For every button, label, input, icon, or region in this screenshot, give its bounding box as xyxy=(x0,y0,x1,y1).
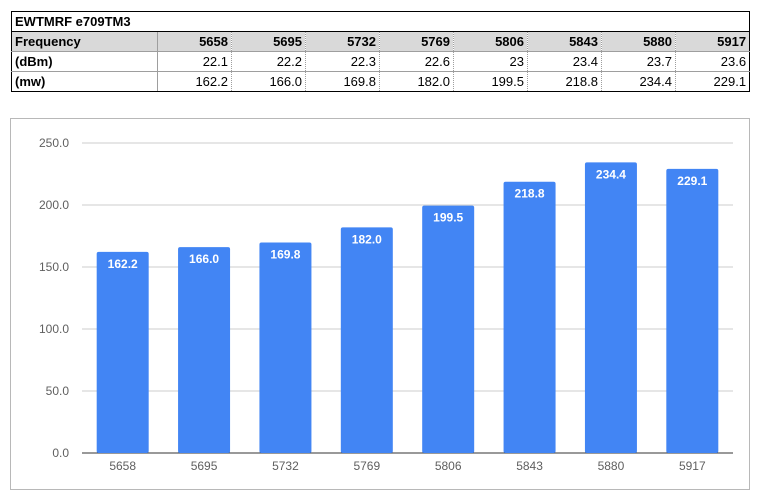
table-cell[interactable]: 5695 xyxy=(231,31,306,52)
bar[interactable] xyxy=(503,181,556,454)
y-tick-label: 100.0 xyxy=(39,322,69,336)
table-cell[interactable]: 22.3 xyxy=(305,51,380,72)
table-cell[interactable]: 169.8 xyxy=(305,71,380,92)
bar[interactable] xyxy=(96,251,149,453)
y-tick-label: 200.0 xyxy=(39,198,69,212)
row-label[interactable]: (mw) xyxy=(11,71,158,92)
table-cell[interactable]: 23 xyxy=(453,51,528,72)
mw-row: (mw) 162.2 166.0 169.8 182.0 199.5 218.8 234.4 2… xyxy=(11,71,751,92)
table-title[interactable]: EWTMRF e709TM3 xyxy=(10,11,751,32)
table-cell[interactable]: 5658 xyxy=(157,31,232,52)
table-cell[interactable]: 166.0 xyxy=(231,71,306,92)
data-table: EWTMRF e709TM3 Frequency 5658 5695 5732 5769… xyxy=(10,11,751,92)
bar[interactable] xyxy=(584,162,637,453)
x-tick-label: 5658 xyxy=(109,459,136,473)
table-cell[interactable]: 22.6 xyxy=(379,51,454,72)
table-cell[interactable]: 5843 xyxy=(527,31,602,52)
bar-value-label: 169.8 xyxy=(270,247,300,261)
x-tick-label: 5917 xyxy=(679,459,706,473)
table-cell[interactable]: 218.8 xyxy=(527,71,602,92)
bar[interactable] xyxy=(422,205,475,453)
table-cell[interactable]: 234.4 xyxy=(601,71,676,92)
table-cell[interactable]: 23.7 xyxy=(601,51,676,72)
x-tick-label: 5769 xyxy=(353,459,380,473)
table-cell[interactable]: 162.2 xyxy=(157,71,232,92)
bar[interactable] xyxy=(259,242,312,453)
chart-canvas: 0.0 50.0 100.0 150.0 200.0 250.0 162.2 5658 166.… xyxy=(39,136,733,473)
x-tick-label: 5843 xyxy=(516,459,543,473)
table-cell[interactable]: 5806 xyxy=(453,31,528,52)
bar-value-label: 166.0 xyxy=(189,252,219,266)
bar[interactable] xyxy=(340,227,393,453)
table-cell[interactable]: 199.5 xyxy=(453,71,528,92)
table-cell[interactable]: 229.1 xyxy=(674,71,751,92)
bar[interactable] xyxy=(666,168,719,453)
table-cell[interactable]: 22.2 xyxy=(231,51,306,72)
table-cell[interactable]: 5732 xyxy=(305,31,380,52)
row-label[interactable]: (dBm) xyxy=(11,51,158,72)
bar-value-label: 162.2 xyxy=(108,257,138,271)
x-tick-label: 5695 xyxy=(191,459,218,473)
table-cell[interactable]: 23.4 xyxy=(527,51,602,72)
table-cell[interactable]: 5769 xyxy=(379,31,454,52)
table-cell[interactable]: 22.1 xyxy=(157,51,232,72)
x-tick-label: 5732 xyxy=(272,459,299,473)
table-cell[interactable]: 182.0 xyxy=(379,71,454,92)
bar-chart: 0.0 50.0 100.0 150.0 200.0 250.0 162.2 5658 166.… xyxy=(10,118,750,490)
table-cell[interactable]: 5917 xyxy=(674,31,751,52)
bar-value-label: 218.8 xyxy=(515,187,545,201)
y-tick-label: 150.0 xyxy=(39,260,69,274)
x-tick-label: 5880 xyxy=(598,459,625,473)
bar-value-label: 229.1 xyxy=(677,174,707,188)
row-label[interactable]: Frequency xyxy=(11,31,158,52)
y-tick-label: 0.0 xyxy=(52,446,69,460)
bar-value-label: 182.0 xyxy=(352,232,382,246)
table-cell[interactable]: 23.6 xyxy=(674,51,751,72)
bar-value-label: 199.5 xyxy=(433,211,463,225)
table-cell[interactable]: 5880 xyxy=(601,31,676,52)
x-tick-label: 5806 xyxy=(435,459,462,473)
bar-value-label: 234.4 xyxy=(596,167,626,181)
bar[interactable] xyxy=(178,247,231,453)
y-tick-label: 50.0 xyxy=(46,384,70,398)
dbm-row: (dBm) 22.1 22.2 22.3 22.6 23 23.4 23.7 23.6 xyxy=(11,51,751,72)
y-tick-label: 250.0 xyxy=(39,136,69,150)
frequency-row: Frequency 5658 5695 5732 5769 5806 5843 5880 591… xyxy=(11,31,751,52)
